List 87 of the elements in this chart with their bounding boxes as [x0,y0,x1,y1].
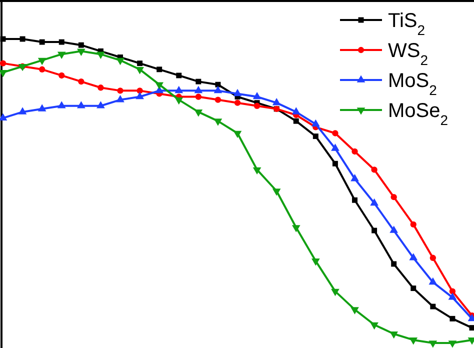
point [58,72,65,79]
point [214,96,222,103]
point [352,197,358,203]
point [77,48,86,56]
point [155,82,164,90]
point [370,322,378,330]
point [214,86,222,94]
point [174,97,184,105]
point [469,325,474,331]
point [233,130,242,138]
point [96,101,105,108]
point [449,288,456,294]
point [272,98,281,106]
point [196,78,202,84]
point [136,66,144,74]
point [116,58,124,66]
point [96,52,105,60]
point [156,66,162,72]
point [450,316,456,322]
point [38,66,46,72]
legend-label: MoSe$_{2}$ [388,100,448,128]
point [428,340,438,348]
point [78,78,84,85]
point [254,102,260,109]
point [136,92,144,100]
point [292,107,300,114]
point [0,113,8,120]
point [77,101,86,108]
point [331,288,340,296]
point [137,60,143,66]
point [409,338,418,345]
point [293,118,299,124]
point [350,307,359,314]
point [214,118,222,126]
legend-label: TiS$_{2}$ [388,10,426,38]
point [78,42,84,48]
point [428,277,438,285]
point [0,60,6,66]
point [98,84,104,91]
point [194,86,203,94]
point [410,221,416,228]
legend-label: MoS$_{2}$ [388,70,438,98]
point [136,88,143,94]
point [390,331,398,339]
point [174,86,184,94]
point [176,72,182,78]
point [292,225,300,232]
point [57,52,66,60]
point [409,253,418,260]
point [39,39,45,45]
point [370,198,378,206]
point [38,58,46,66]
point [233,88,242,96]
point [410,286,416,292]
point [252,167,262,175]
point [371,166,378,173]
point [252,92,262,100]
point [18,107,27,114]
point [234,100,241,106]
point [312,258,320,266]
point [312,134,318,140]
point [117,88,124,94]
legend-label: WS$_{2}$ [388,40,428,68]
point [272,188,281,196]
point [350,174,359,182]
point [312,119,320,127]
point [58,39,64,45]
point [195,94,202,100]
point [448,340,457,348]
point [0,70,8,78]
point [194,110,203,117]
point [215,82,221,88]
point [332,130,338,136]
point [372,228,378,234]
point [20,36,26,42]
point [332,160,338,166]
point [57,101,66,108]
point [391,261,397,267]
point [352,148,358,155]
point [430,304,436,310]
point [448,292,457,300]
point [430,254,436,261]
point [116,94,124,102]
point [390,226,398,233]
point [331,144,340,151]
point [390,194,397,200]
point [38,104,46,112]
